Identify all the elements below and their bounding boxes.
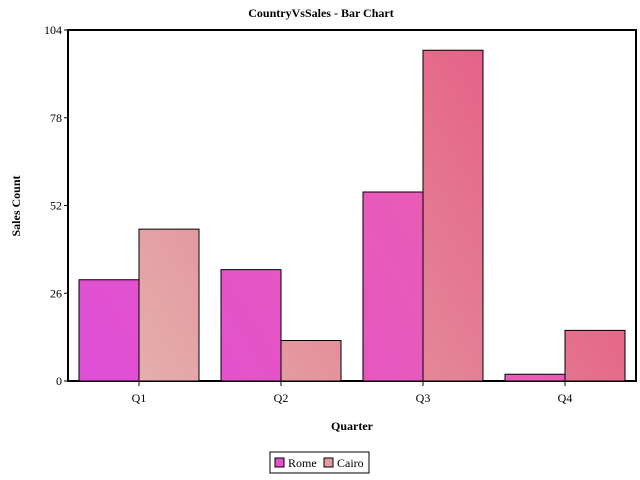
x-tick-label: Q1: [132, 391, 147, 405]
legend: Rome Cairo: [269, 451, 370, 474]
legend-label-cairo: Cairo: [337, 456, 364, 470]
bars-group: [78, 49, 626, 382]
legend-swatch-rome: [274, 457, 285, 468]
x-tick-label: Q2: [274, 391, 289, 405]
x-axis: Q1 Q2 Q3 Q4: [132, 381, 573, 405]
legend-swatch-cairo: [323, 457, 334, 468]
bar-cairo-q4: [564, 329, 626, 382]
bar-cairo-q2: [280, 340, 342, 382]
y-tick-label: 104: [44, 23, 62, 37]
bar-rome-q1: [78, 279, 140, 382]
y-tick-label: 78: [50, 111, 62, 125]
y-axis: 0 26 52 78 104: [44, 23, 68, 388]
bar-rome-q2: [220, 269, 282, 382]
legend-box: [269, 451, 370, 474]
x-tick-label: Q3: [416, 391, 431, 405]
chart-title: CountryVsSales - Bar Chart: [248, 6, 393, 20]
x-tick-label: Q4: [558, 391, 573, 405]
y-tick-label: 52: [50, 199, 62, 213]
y-axis-title: Sales Count: [9, 175, 23, 236]
bar-rome-q4: [504, 373, 566, 382]
y-tick-label: 0: [56, 374, 62, 388]
bar-rome-q3: [362, 191, 424, 382]
x-axis-title: Quarter: [331, 419, 374, 433]
y-tick-label: 26: [50, 286, 62, 300]
bar-cairo-q3: [422, 49, 484, 382]
legend-label-rome: Rome: [288, 456, 317, 470]
bar-cairo-q1: [138, 228, 200, 382]
